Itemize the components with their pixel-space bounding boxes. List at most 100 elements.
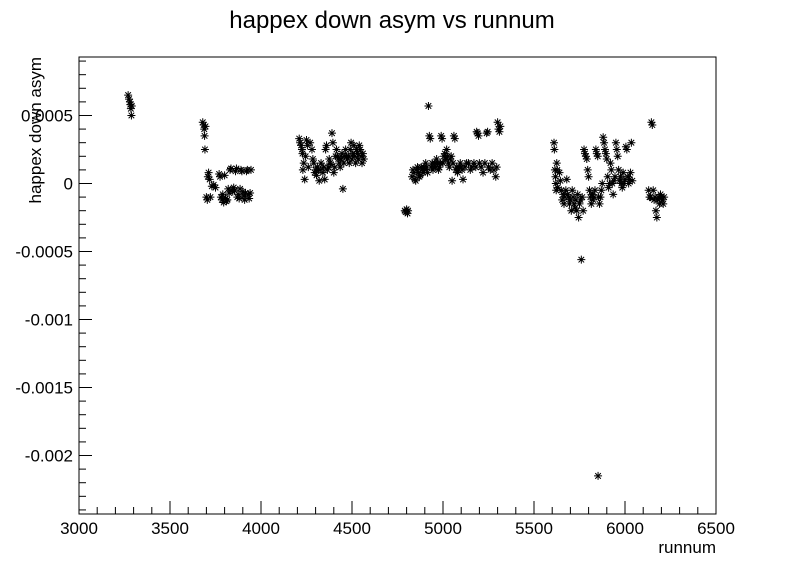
data-point xyxy=(205,175,214,184)
data-point xyxy=(550,138,559,147)
data-point xyxy=(483,127,492,136)
data-point xyxy=(660,193,669,202)
data-point xyxy=(579,206,588,215)
data-point xyxy=(450,134,459,143)
data-point xyxy=(484,163,493,172)
data-point xyxy=(345,159,354,168)
y-axis-label: happex down asym xyxy=(26,57,45,203)
data-point xyxy=(318,168,327,177)
data-point xyxy=(327,129,336,138)
data-point xyxy=(438,134,447,143)
data-point xyxy=(652,213,661,222)
data-point xyxy=(240,195,249,204)
data-point xyxy=(200,125,209,134)
data-point xyxy=(594,471,603,480)
data-point xyxy=(564,193,573,202)
data-point xyxy=(223,195,232,204)
data-point xyxy=(600,138,609,147)
data-point xyxy=(578,193,587,202)
data-point xyxy=(647,118,656,127)
data-point xyxy=(422,163,431,172)
data-point xyxy=(246,189,255,198)
data-point xyxy=(621,142,630,151)
data-point xyxy=(442,145,451,154)
data-point xyxy=(322,141,331,150)
y-tick-label: -0.002 xyxy=(25,447,73,466)
data-point xyxy=(358,149,367,158)
x-tick-label: 4000 xyxy=(242,519,280,538)
data-point xyxy=(615,176,624,185)
data-point xyxy=(495,127,504,136)
data-point xyxy=(302,135,311,144)
data-point xyxy=(572,206,581,215)
data-point xyxy=(126,104,135,113)
data-point xyxy=(608,179,617,188)
data-point xyxy=(198,118,207,127)
data-point xyxy=(590,186,599,195)
data-point xyxy=(591,145,600,154)
data-point xyxy=(234,190,243,199)
data-point xyxy=(359,155,368,164)
data-point xyxy=(298,165,307,174)
data-point xyxy=(312,171,321,180)
data-point xyxy=(496,122,505,131)
data-point xyxy=(245,194,254,203)
data-point xyxy=(426,134,435,143)
data-point xyxy=(351,159,360,168)
data-point xyxy=(649,186,658,195)
data-point xyxy=(332,145,341,154)
data-point xyxy=(448,176,457,185)
data-point xyxy=(653,195,662,204)
data-point xyxy=(231,167,240,176)
data-point xyxy=(646,193,655,202)
data-point xyxy=(469,159,478,168)
x-tick-label: 6000 xyxy=(606,519,644,538)
data-point xyxy=(623,172,632,181)
data-point xyxy=(348,149,357,158)
data-point xyxy=(589,195,598,204)
data-point xyxy=(592,149,601,158)
data-point xyxy=(315,176,324,185)
data-point xyxy=(658,195,667,204)
data-point xyxy=(246,165,255,174)
data-point xyxy=(607,165,616,174)
data-point xyxy=(581,152,590,161)
data-point xyxy=(609,190,618,199)
data-point xyxy=(628,176,637,185)
data-point xyxy=(570,199,579,208)
data-point xyxy=(432,155,441,164)
data-point xyxy=(616,172,625,181)
data-point xyxy=(449,131,458,140)
data-point xyxy=(557,186,566,195)
data-point xyxy=(479,168,488,177)
data-point xyxy=(613,152,622,161)
data-point xyxy=(218,190,227,199)
data-point xyxy=(565,199,574,208)
data-point xyxy=(412,165,421,174)
data-point xyxy=(404,206,413,215)
data-point xyxy=(308,155,317,164)
data-point xyxy=(593,152,602,161)
data-point xyxy=(414,168,423,177)
data-point xyxy=(349,141,358,150)
y-tick-label: -0.0005 xyxy=(15,242,73,261)
data-point xyxy=(339,159,348,168)
data-point xyxy=(319,163,328,172)
data-point xyxy=(235,194,244,203)
data-point xyxy=(336,163,345,172)
x-axis-label: runnum xyxy=(658,538,716,557)
data-point xyxy=(552,186,561,195)
data-point xyxy=(611,138,620,147)
data-point xyxy=(587,199,596,208)
y-tick-label: -0.0015 xyxy=(15,379,73,398)
data-point xyxy=(125,95,134,104)
data-point xyxy=(411,176,420,185)
data-point xyxy=(203,172,212,181)
data-point xyxy=(215,169,224,178)
data-point xyxy=(568,186,577,195)
y-tick-label: 0.0005 xyxy=(21,106,73,125)
data-point xyxy=(356,145,365,154)
data-point xyxy=(206,193,215,202)
data-point xyxy=(329,168,338,177)
data-point xyxy=(488,159,497,168)
